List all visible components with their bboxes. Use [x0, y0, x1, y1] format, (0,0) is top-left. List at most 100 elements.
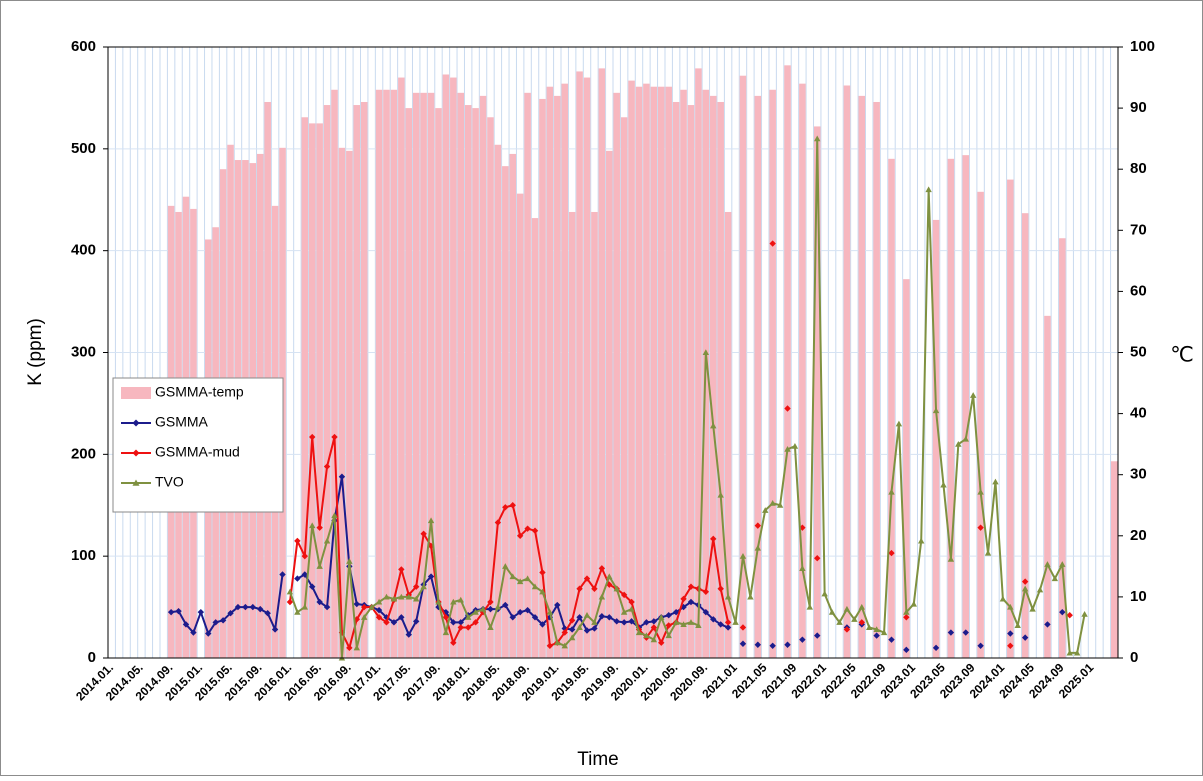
data-point: [331, 512, 338, 518]
bar: [687, 105, 695, 659]
data-point: [814, 632, 821, 639]
data-point: [1044, 561, 1051, 567]
data-point: [769, 500, 776, 506]
data-point: [301, 552, 309, 560]
lines: [167, 135, 1088, 661]
bar: [680, 89, 687, 658]
data-point: [398, 593, 405, 600]
bar: [613, 92, 620, 658]
data-point: [576, 585, 583, 592]
data-point: [873, 626, 880, 633]
bar: [672, 101, 680, 659]
data-point: [799, 565, 806, 571]
bar: [301, 117, 309, 658]
bar: [724, 211, 732, 658]
bar: [405, 108, 413, 659]
data-point: [710, 535, 717, 543]
data-point: [516, 608, 524, 616]
bar: [709, 95, 717, 658]
data-point: [442, 614, 450, 621]
data-point: [925, 186, 932, 193]
data-point: [435, 598, 442, 605]
data-point: [702, 349, 710, 356]
data-point: [524, 606, 531, 614]
data-point: [769, 642, 776, 649]
y2-tick-label: 70: [1130, 221, 1147, 238]
data-point: [554, 601, 561, 609]
data-point: [784, 405, 791, 412]
data-point: [375, 614, 383, 621]
data-point: [361, 603, 368, 611]
data-point: [620, 591, 628, 599]
data-point: [814, 135, 821, 142]
data-point: [962, 435, 969, 442]
data-point: [539, 621, 546, 628]
y-tick-label: 0: [88, 649, 96, 666]
data-point: [843, 626, 851, 633]
data-point: [450, 598, 457, 605]
data-point: [509, 502, 516, 509]
data-point: [219, 617, 227, 624]
data-point: [576, 624, 583, 631]
y2-tick-label: 100: [1130, 38, 1155, 55]
data-point: [442, 629, 450, 636]
data-point: [1014, 622, 1021, 628]
data-point: [606, 573, 613, 580]
data-point: [650, 636, 658, 643]
bar: [338, 147, 346, 658]
data-point: [1036, 586, 1044, 593]
bar: [813, 126, 821, 659]
bar: [479, 95, 487, 658]
data-point: [323, 537, 331, 544]
data-point: [509, 573, 516, 580]
data-point: [643, 619, 650, 626]
data-point: [412, 583, 420, 590]
bar: [658, 86, 665, 659]
data-point: [420, 530, 427, 537]
bar: [568, 211, 576, 658]
y2-tick-label: 20: [1130, 527, 1147, 544]
x-axis-title: Time: [577, 749, 619, 770]
data-point: [509, 614, 516, 621]
bar: [464, 105, 472, 659]
data-point: [658, 639, 665, 646]
data-point: [568, 626, 576, 633]
data-point: [687, 583, 695, 590]
data-point: [301, 571, 309, 578]
data-point: [680, 621, 687, 627]
bar: [524, 92, 531, 658]
data-point: [1029, 605, 1036, 612]
data-point: [583, 612, 591, 618]
data-point: [279, 571, 286, 578]
data-point: [613, 618, 620, 625]
data-point: [331, 433, 338, 441]
data-point: [732, 619, 739, 625]
data-point: [271, 626, 279, 633]
bar: [1059, 238, 1066, 659]
legend-box: [112, 377, 284, 513]
data-point: [591, 585, 598, 592]
data-point: [650, 618, 658, 625]
data-point: [606, 581, 613, 588]
data-point: [999, 595, 1007, 602]
data-point: [1021, 585, 1029, 592]
data-point: [739, 552, 747, 559]
data-point: [947, 556, 955, 562]
legend-label: GSMMA-temp: [155, 384, 244, 400]
data-point: [427, 542, 435, 550]
data-point: [487, 605, 494, 613]
data-point: [598, 565, 606, 572]
data-point: [205, 630, 212, 637]
data-point: [450, 639, 457, 646]
data-point: [628, 618, 635, 625]
data-point: [531, 583, 539, 590]
data-point: [1081, 611, 1088, 617]
bar: [1044, 315, 1051, 658]
y-tick-label: 400: [71, 242, 96, 259]
data-point: [598, 613, 606, 620]
data-point: [472, 619, 479, 626]
bar: [628, 80, 635, 659]
data-point: [197, 608, 205, 616]
y-tick-label: 500: [71, 140, 96, 157]
